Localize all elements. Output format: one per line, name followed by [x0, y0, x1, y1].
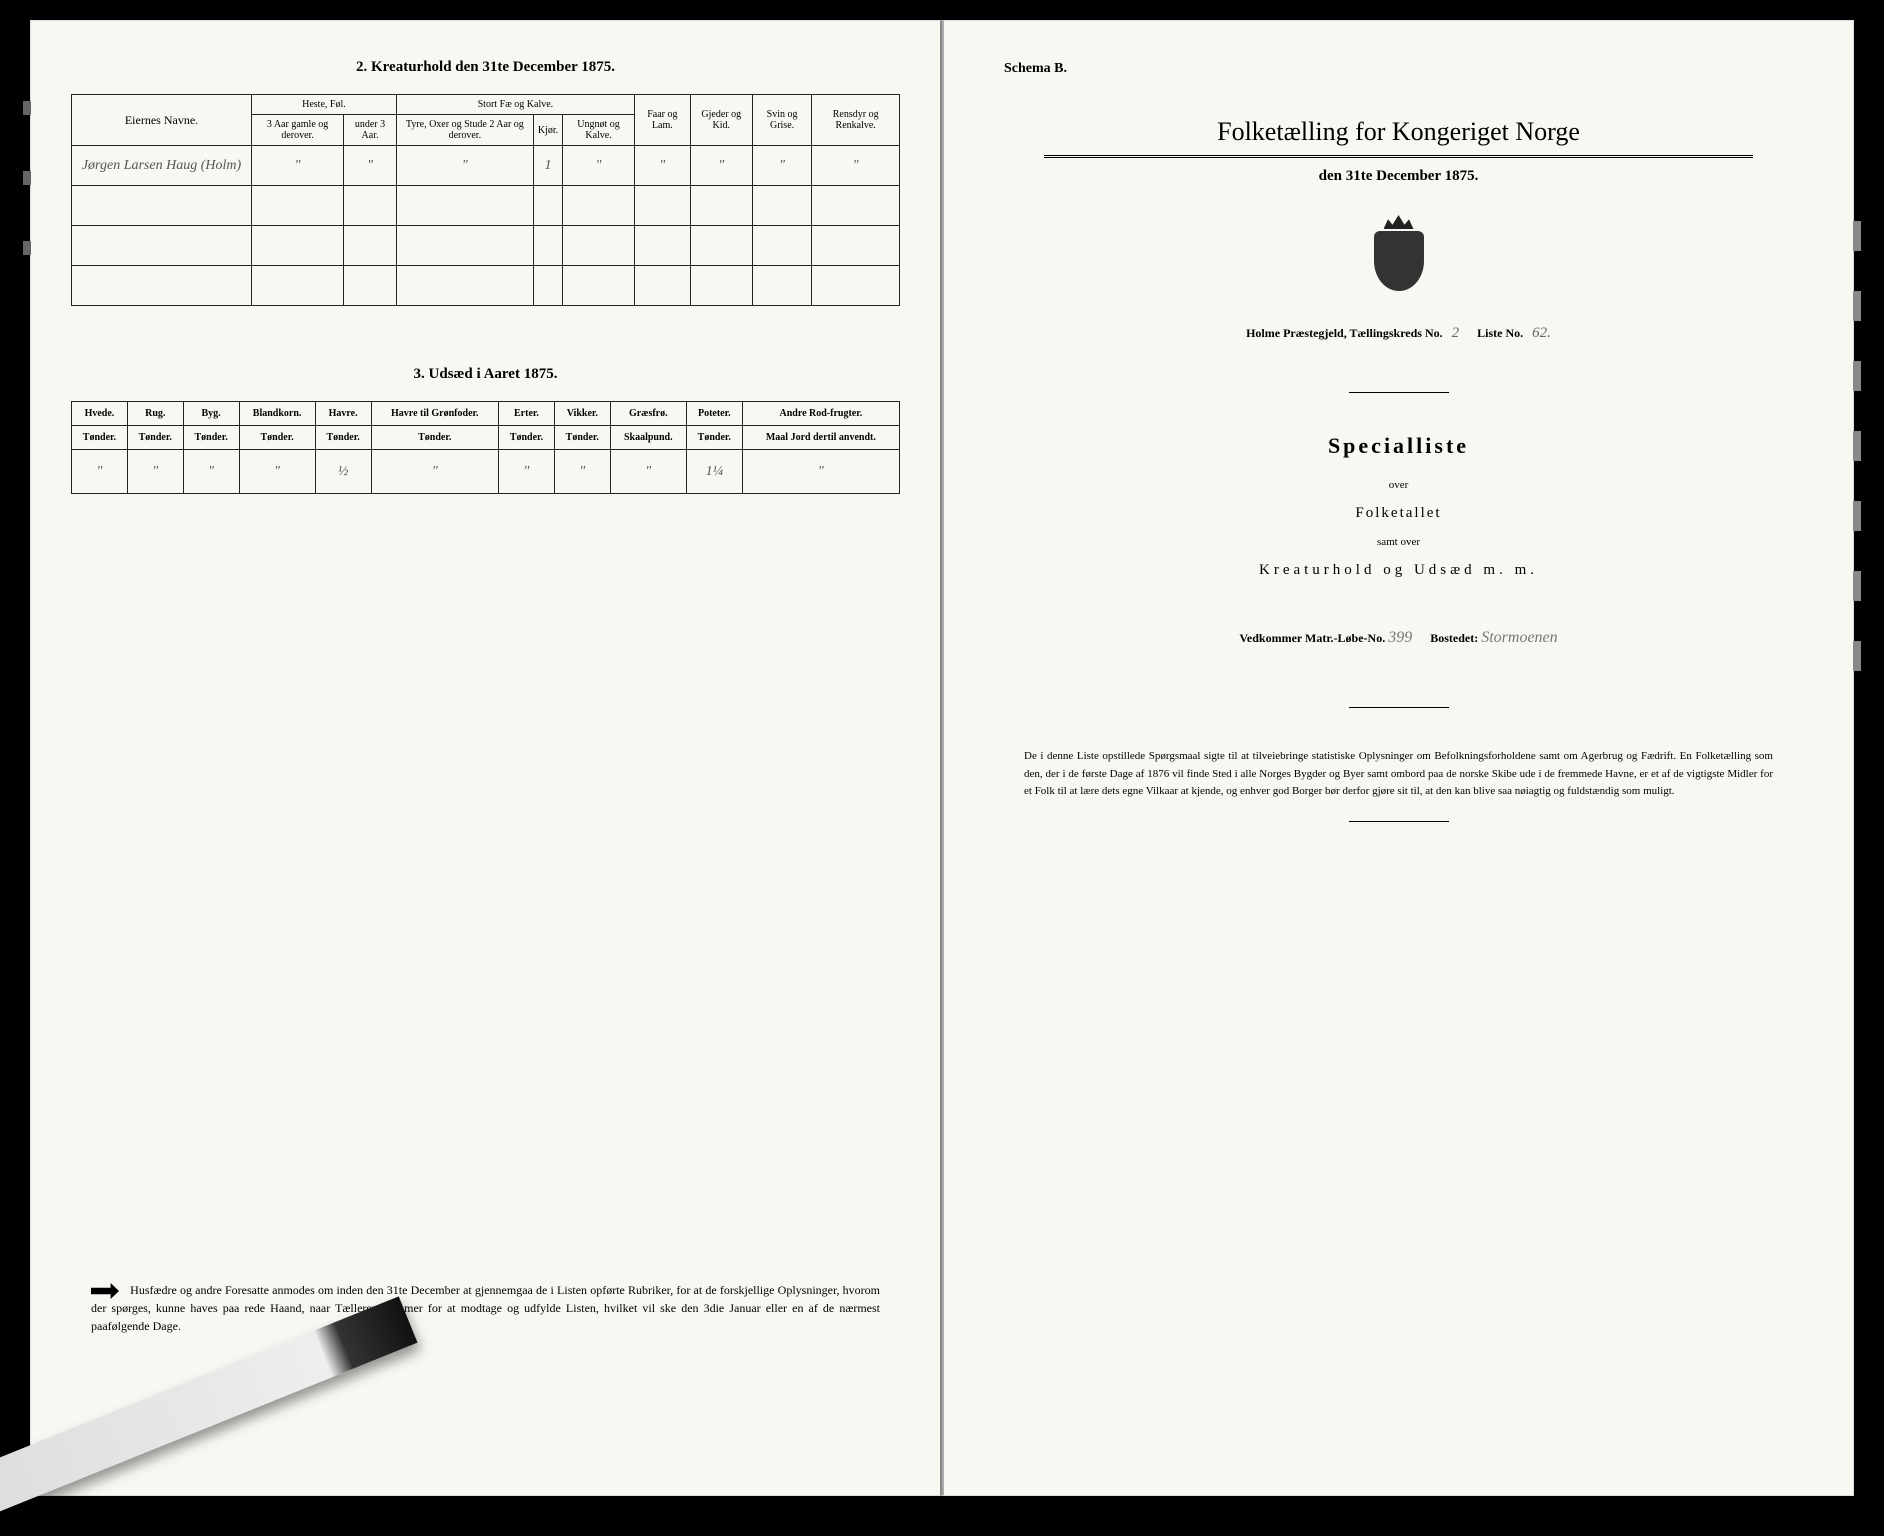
cell: ": [690, 146, 752, 186]
blandkorn-h: Blandkorn.: [239, 402, 315, 426]
cell: ": [344, 146, 397, 186]
parish-line: Holme Præstegjeld, Tællingskreds No. 2 L…: [984, 325, 1813, 342]
specialliste-title: Specialliste: [984, 433, 1813, 459]
instruction-text: Husfædre og andre Foresatte anmodes om i…: [91, 1283, 880, 1333]
left-edge-tabs: [23, 101, 31, 311]
sub-andre: Maal Jord dertil anvendt.: [742, 426, 899, 450]
sub: Tønder.: [686, 426, 742, 450]
schema-label: Schema B.: [1004, 61, 1813, 77]
cell: ": [396, 146, 533, 186]
heste-group: Heste, Føl.: [252, 95, 397, 115]
svin-header: Svin og Grise.: [752, 95, 812, 146]
book-spread: 2. Kreaturhold den 31te December 1875. E…: [30, 20, 1854, 1496]
ucell: ": [742, 450, 899, 494]
divider: [1349, 707, 1449, 708]
folketallet-label: Folketallet: [984, 505, 1813, 522]
divider: [1349, 392, 1449, 393]
vedkommer-label: Vedkommer Matr.-Løbe-No.: [1239, 631, 1385, 645]
samt-over-label: samt over: [984, 536, 1813, 548]
right-page: Schema B. Folketælling for Kongeriget No…: [942, 20, 1854, 1496]
section2-title: 2. Kreaturhold den 31te December 1875.: [71, 59, 900, 76]
ucell: ": [554, 450, 610, 494]
sf-col1: Tyre, Oxer og Stude 2 Aar og derover.: [396, 115, 533, 146]
faar-header: Faar og Lam.: [634, 95, 690, 146]
erter-h: Erter.: [499, 402, 555, 426]
poteter-h: Poteter.: [686, 402, 742, 426]
subtitle: den 31te December 1875.: [984, 168, 1813, 185]
ucell: ": [183, 450, 239, 494]
sub: Tønder.: [499, 426, 555, 450]
section3-title: 3. Udsæd i Aaret 1875.: [71, 366, 900, 383]
sub: Tønder.: [72, 426, 128, 450]
left-page: 2. Kreaturhold den 31te December 1875. E…: [30, 20, 942, 1496]
havre-h: Havre.: [315, 402, 371, 426]
right-edge-tabs: [1853, 221, 1861, 1295]
vedkommer-line: Vedkommer Matr.-Løbe-No. 399 Bostedet: S…: [984, 629, 1813, 647]
matr-no: 399: [1388, 629, 1412, 646]
sub: Tønder.: [183, 426, 239, 450]
coat-of-arms-icon: [1369, 215, 1429, 295]
cell: ": [563, 146, 635, 186]
sub: Tønder.: [315, 426, 371, 450]
cell: ": [812, 146, 900, 186]
sub: Tønder.: [371, 426, 499, 450]
graesfro-h: Græsfrø.: [610, 402, 686, 426]
sf-col2: Kjør.: [533, 115, 562, 146]
liste-label: Liste No.: [1477, 326, 1523, 340]
owner-header: Eiernes Navne.: [72, 95, 252, 146]
rug-h: Rug.: [127, 402, 183, 426]
cell: 1: [533, 146, 562, 186]
sub: Tønder.: [239, 426, 315, 450]
bostedet-name: Stormoenen: [1481, 629, 1557, 646]
ucell: 1¼: [686, 450, 742, 494]
udsaed-table: Hvede. Rug. Byg. Blandkorn. Havre. Havre…: [71, 401, 900, 494]
over-label: over: [984, 479, 1813, 491]
parish-no: 2: [1452, 325, 1460, 341]
kreaturhold-table: Eiernes Navne. Heste, Føl. Stort Fæ og K…: [71, 94, 900, 306]
byg-h: Byg.: [183, 402, 239, 426]
parish-label: Holme Præstegjeld, Tællingskreds No.: [1246, 326, 1443, 340]
bottom-paragraph: De i denne Liste opstillede Spørgsmaal s…: [1024, 748, 1773, 801]
ucell: ": [72, 450, 128, 494]
andre-h: Andre Rod-frugter.: [742, 402, 899, 426]
instruction-paragraph: Husfædre og andre Foresatte anmodes om i…: [91, 1281, 880, 1335]
ucell: ": [499, 450, 555, 494]
ucell: ": [239, 450, 315, 494]
rensdyr-header: Rensdyr og Renkalve.: [812, 95, 900, 146]
sub-graes: Skaalpund.: [610, 426, 686, 450]
ucell: ": [127, 450, 183, 494]
cell: ": [752, 146, 812, 186]
pointing-hand-icon: [91, 1283, 119, 1299]
havregron-h: Havre til Grønfoder.: [371, 402, 499, 426]
stortfae-group: Stort Fæ og Kalve.: [396, 95, 634, 115]
bostedet-label: Bostedet:: [1430, 631, 1478, 645]
vikker-h: Vikker.: [554, 402, 610, 426]
heste-col2: under 3 Aar.: [344, 115, 397, 146]
heste-col1: 3 Aar gamle og derover.: [252, 115, 344, 146]
main-title: Folketælling for Kongeriget Norge: [1044, 117, 1753, 158]
ucell: ": [371, 450, 499, 494]
cell: ": [252, 146, 344, 186]
cell: ": [634, 146, 690, 186]
ucell: ": [610, 450, 686, 494]
divider: [1349, 821, 1449, 822]
kreatur-line: Kreaturhold og Udsæd m. m.: [984, 562, 1813, 579]
owner-name: Jørgen Larsen Haug (Holm): [72, 146, 252, 186]
gjeder-header: Gjeder og Kid.: [690, 95, 752, 146]
sub: Tønder.: [554, 426, 610, 450]
hvede-h: Hvede.: [72, 402, 128, 426]
ucell: ½: [315, 450, 371, 494]
liste-no: 62.: [1532, 325, 1551, 341]
sf-col3: Ungnøt og Kalve.: [563, 115, 635, 146]
sub: Tønder.: [127, 426, 183, 450]
